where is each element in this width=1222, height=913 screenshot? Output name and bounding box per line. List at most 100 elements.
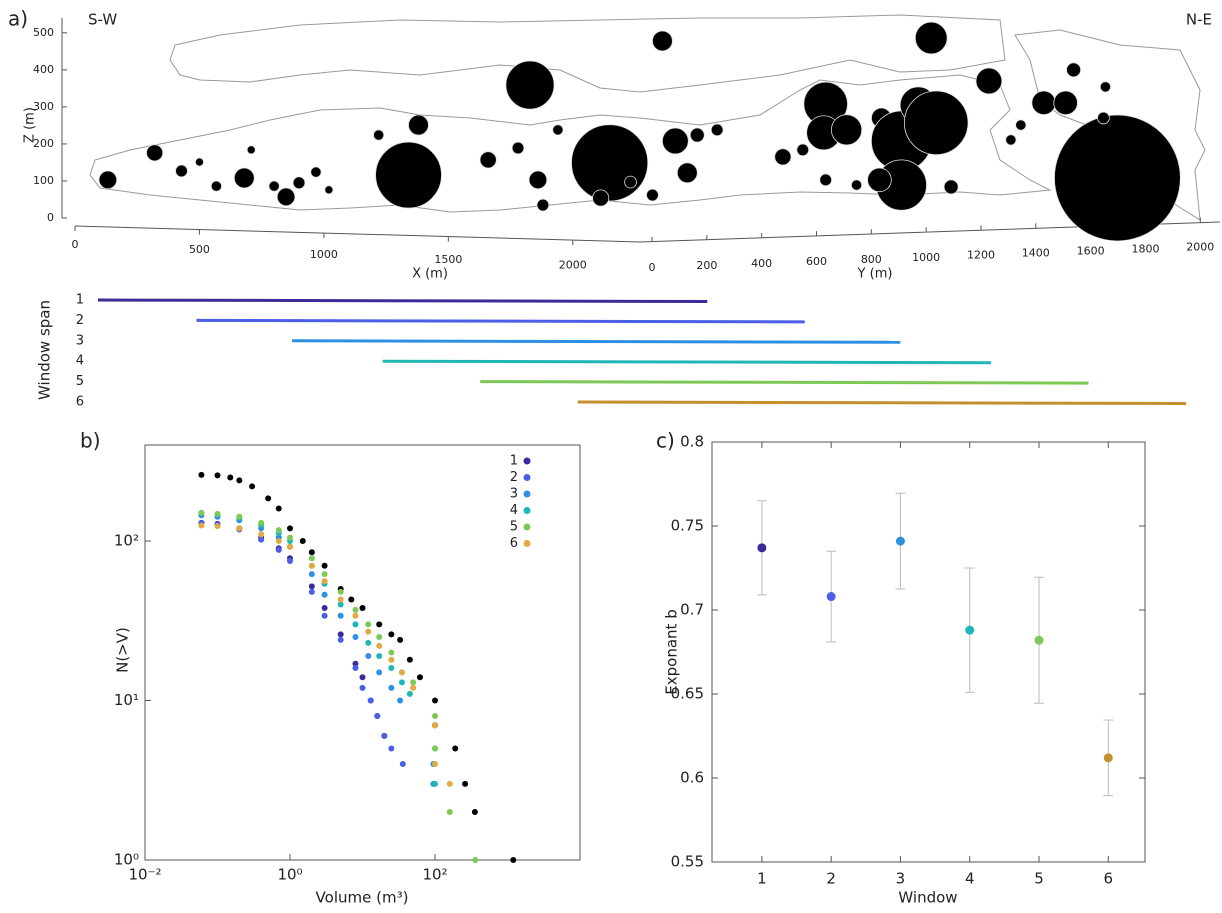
data-point: [337, 601, 344, 608]
data-point: [275, 527, 282, 534]
legend-marker: [523, 540, 531, 547]
data-point: [432, 760, 438, 767]
data-point: [376, 669, 383, 676]
bubble: [511, 141, 525, 155]
z-tick-label: 200: [33, 137, 54, 150]
bubble: [552, 124, 564, 136]
legend-marker: [523, 523, 531, 531]
data-point: [337, 596, 344, 603]
data-point: [446, 780, 453, 787]
data-point: [365, 653, 372, 660]
bubble: [652, 30, 673, 52]
bubble: [210, 180, 222, 192]
y-tick-label: 1600: [1077, 245, 1105, 258]
bubble: [175, 164, 188, 178]
data-point: [471, 808, 478, 815]
data-point: [258, 536, 265, 543]
bubble: [571, 124, 649, 202]
data-point: [321, 578, 328, 585]
data-point: [376, 634, 383, 641]
bubble: [819, 173, 833, 187]
data-point: [365, 639, 372, 646]
legend-label: 6: [510, 536, 518, 551]
x-tick-label: 2: [826, 870, 836, 888]
bubble: [292, 176, 306, 190]
bubble: [1066, 62, 1082, 78]
data-point: [236, 477, 243, 484]
y-tick-label: 2000: [1186, 241, 1214, 254]
data-point: [337, 612, 344, 619]
bubble: [796, 143, 810, 157]
plot-frame: [711, 441, 1146, 863]
data-point: [227, 474, 234, 481]
legend-marker: [523, 474, 531, 481]
y-axis-label: N(>V): [114, 627, 132, 673]
data-point: [398, 679, 405, 686]
bubble: [831, 114, 863, 146]
data-point: [287, 543, 293, 550]
data-point: [287, 534, 293, 541]
data-point: [446, 808, 453, 815]
bubble: [850, 179, 863, 191]
y-tick-label: 1400: [1022, 247, 1050, 260]
y-tick-label: 0.65: [671, 685, 704, 703]
legend-label: 3: [510, 487, 518, 502]
y-tick-label: 10¹: [114, 691, 139, 709]
bubble: [624, 175, 637, 189]
data-point: [352, 664, 359, 671]
data-point: [388, 656, 395, 663]
bubble: [536, 198, 550, 212]
data-point: [308, 555, 315, 562]
bubble: [689, 127, 705, 143]
data-point: [198, 509, 205, 516]
y-tick-label: 200: [696, 259, 717, 272]
bubble: [943, 179, 959, 195]
x-tick-label: 4: [965, 870, 975, 888]
z-tick-label: 500: [33, 26, 54, 39]
data-point: [472, 857, 479, 863]
data-point: [198, 471, 205, 478]
x-axis: [74, 225, 641, 243]
data-point: [376, 621, 383, 628]
x-tick-label: 2000: [559, 258, 587, 271]
window-span: [577, 400, 1187, 405]
bubble: [914, 21, 948, 55]
z-axis-label: Z (m): [23, 107, 38, 143]
data-point: [381, 732, 388, 739]
data-point: [321, 591, 328, 598]
data-point: [432, 745, 438, 752]
data-point: [321, 562, 328, 569]
data-point: [214, 472, 221, 479]
data-point: [452, 745, 459, 752]
data-point: [462, 780, 469, 787]
window-span: [196, 318, 805, 324]
data-point: [258, 519, 265, 526]
data-point: [321, 612, 328, 619]
bubble: [408, 114, 429, 136]
data-point: [198, 522, 205, 529]
bubble: [310, 166, 322, 178]
data-point: [365, 621, 372, 628]
data-point: [287, 557, 293, 564]
data-point: [397, 636, 404, 643]
bubble: [276, 187, 296, 207]
y-tick-label: 0.8: [680, 433, 704, 451]
x-tick-label: 5: [1034, 870, 1044, 888]
panel-label: b): [80, 429, 101, 453]
data-point: [308, 571, 315, 578]
x-axis-label: X (m): [412, 267, 448, 282]
x-axis-label: Volume (m³): [316, 889, 409, 907]
y-tick-label: 0.75: [671, 517, 704, 535]
x-axis-label: Window: [898, 889, 957, 907]
bubble: [1053, 90, 1078, 116]
data-point: [410, 684, 417, 691]
data-point: [308, 588, 315, 595]
data-point: [399, 760, 406, 767]
data-point: [337, 631, 344, 638]
data-point: [365, 628, 372, 635]
data-point: [321, 571, 328, 578]
z-tick-label: 0: [47, 211, 54, 224]
data-point: [826, 592, 836, 602]
data-point: [1103, 753, 1113, 763]
